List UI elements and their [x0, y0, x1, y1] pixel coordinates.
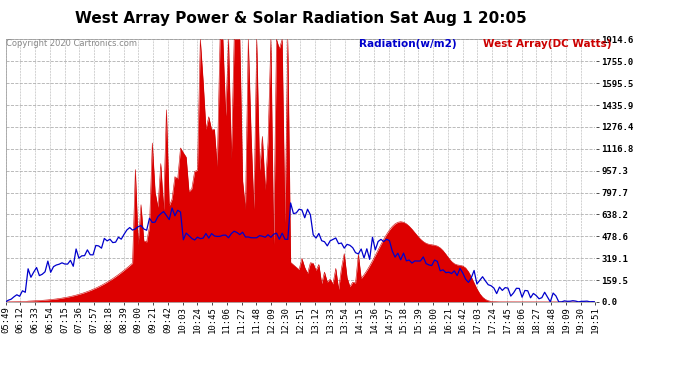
Text: Copyright 2020 Cartronics.com: Copyright 2020 Cartronics.com — [6, 39, 137, 48]
Text: Radiation(w/m2): Radiation(w/m2) — [359, 39, 456, 50]
Text: West Array(DC Watts): West Array(DC Watts) — [483, 39, 611, 50]
Text: West Array Power & Solar Radiation Sat Aug 1 20:05: West Array Power & Solar Radiation Sat A… — [75, 11, 526, 26]
